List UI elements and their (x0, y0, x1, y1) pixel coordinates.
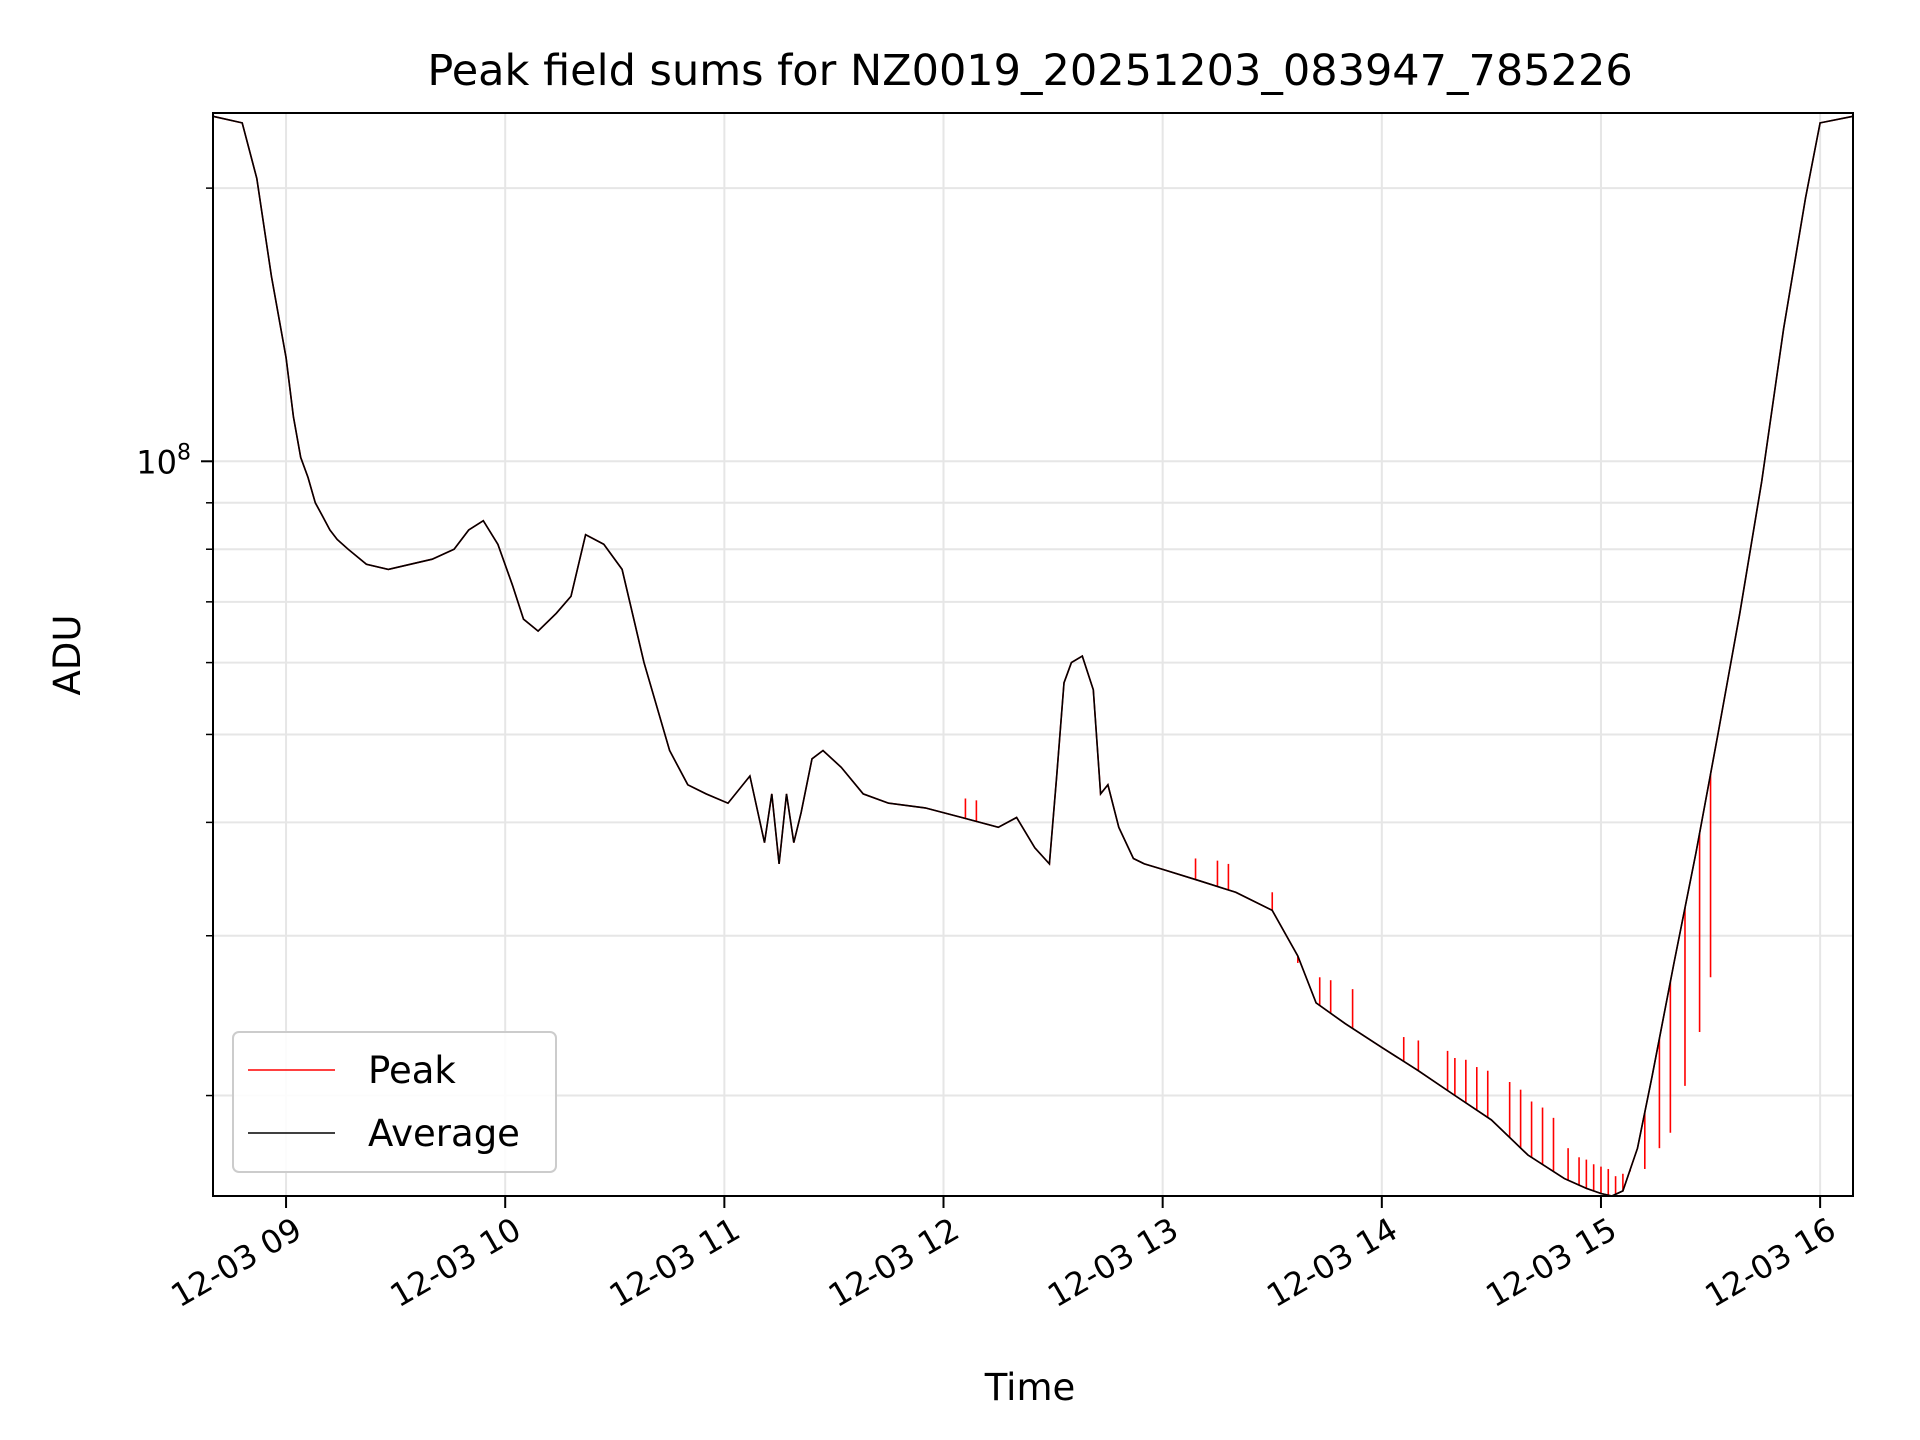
legend-average-label: Average (368, 1112, 520, 1155)
x-axis-label: Time (984, 1366, 1076, 1409)
plot-frame (212, 112, 1854, 1197)
legend-peak-label: Peak (368, 1049, 456, 1092)
chart-title: Peak field sums for NZ0019_20251203_0839… (427, 46, 1632, 96)
y-axis-label: ADU (46, 615, 89, 696)
grid (213, 113, 1853, 1196)
legend-box (232, 1031, 557, 1173)
legend: Peak Average (232, 1031, 557, 1173)
average-series (212, 115, 1854, 1197)
y-tick-label: 108 (136, 440, 191, 481)
average-line (212, 115, 1854, 1197)
